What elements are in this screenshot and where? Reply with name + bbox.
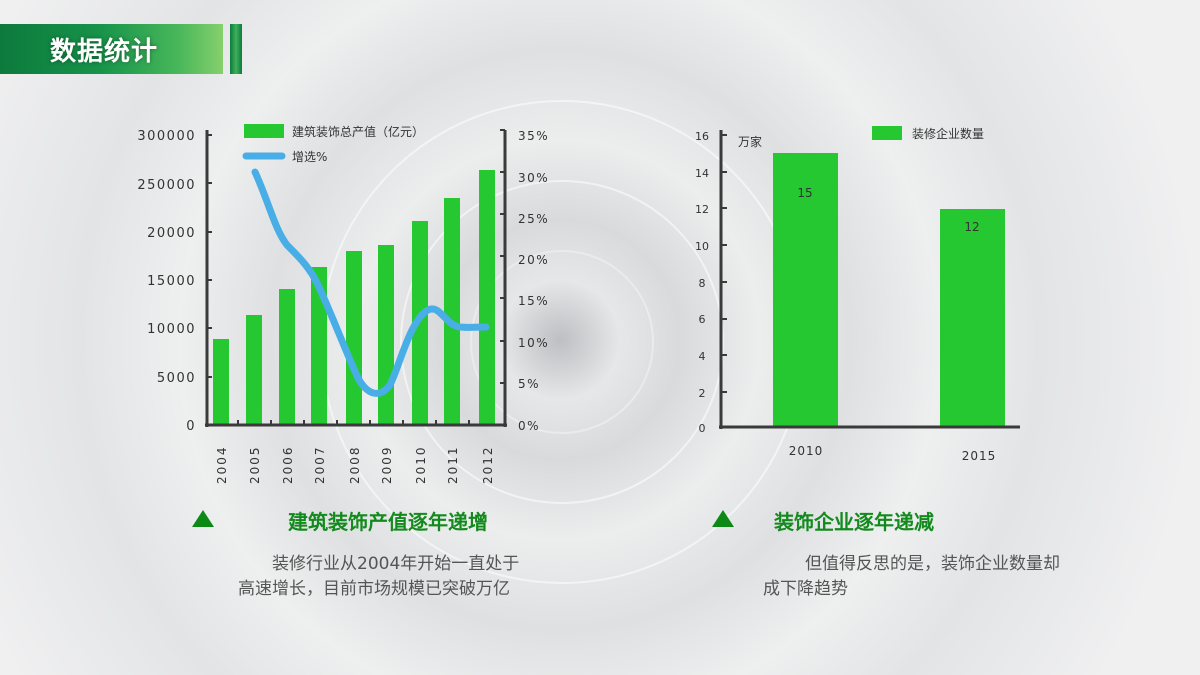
bar-2011	[444, 198, 460, 425]
right-heading: 装饰企业逐年递减	[774, 510, 934, 534]
x-tick-2006: 2006	[281, 445, 295, 484]
growth-line	[251, 168, 490, 397]
y-tick-6: 6	[699, 313, 706, 326]
y-tick-14: 14	[695, 167, 709, 180]
x-tick-2010: 2010	[789, 444, 824, 458]
x-tick-2009: 2009	[380, 445, 394, 484]
right-tick-5: 5%	[518, 377, 540, 391]
left-tick-20000: 20000	[147, 226, 196, 241]
left-description-line1: 装修行业从2004年开始一直处于	[272, 554, 520, 574]
x-tick-2011: 2011	[446, 445, 460, 484]
bar-2009	[378, 245, 394, 425]
right-tick-10: 10%	[518, 336, 549, 350]
x-tick-2004: 2004	[215, 445, 229, 484]
x-tick-2005: 2005	[248, 445, 262, 484]
y-tick-2: 2	[699, 387, 706, 400]
triangle-bullet-icon	[712, 510, 734, 527]
bar-2012	[479, 170, 495, 425]
left-description-line2: 高速增长，目前市场规模已突破万亿	[238, 579, 510, 599]
right-description-line2: 成下降趋势	[763, 579, 848, 599]
right-tick-0: 0%	[518, 419, 540, 433]
bar-2007	[311, 267, 327, 425]
y-tick-16: 16	[695, 130, 709, 143]
chart-production-value: 建筑装饰总产值（亿元） 增选%	[137, 124, 549, 484]
right-tick-20: 20%	[518, 253, 549, 267]
x-tick-2008: 2008	[348, 445, 362, 484]
bar-series	[213, 170, 495, 425]
y-tick-12: 12	[695, 203, 709, 216]
bar-value-2010: 15	[797, 186, 812, 200]
unit-label: 万家	[738, 134, 762, 149]
right-tick-30: 30%	[518, 171, 549, 185]
left-tick-15000: 15000	[147, 274, 196, 289]
left-tick-5000: 5000	[157, 371, 196, 386]
right-tick-15: 15%	[518, 294, 549, 308]
legend-line-label: 增选%	[292, 150, 327, 164]
right-tick-35: 35%	[518, 129, 549, 143]
bar-2008	[346, 251, 362, 425]
bar-value-2015: 12	[964, 220, 979, 234]
x-tick-2010: 2010	[414, 445, 428, 484]
page-title: 数据统计	[50, 37, 159, 67]
bar-2015	[940, 209, 1005, 427]
title-banner: 数据统计	[0, 24, 223, 74]
bar-2010	[773, 153, 838, 427]
left-tick-10000: 10000	[147, 322, 196, 337]
x-tick-2015: 2015	[962, 449, 997, 463]
right-description: 但值得反思的是，装饰企业数量却 成下降趋势	[763, 552, 1123, 602]
left-heading: 建筑装饰产值逐年递增	[288, 510, 488, 534]
x-tick-2007: 2007	[313, 445, 327, 484]
legend-bar-swatch	[244, 124, 284, 138]
y-tick-0: 0	[699, 422, 706, 435]
triangle-bullet-icon	[192, 510, 214, 527]
y-tick-10: 10	[695, 240, 709, 253]
left-description: 装修行业从2004年开始一直处于 高速增长，目前市场规模已突破万亿	[238, 552, 568, 602]
x-tick-2012: 2012	[481, 445, 495, 484]
right-description-line1: 但值得反思的是，装饰企业数量却	[805, 554, 1060, 574]
bar-2005	[246, 315, 262, 425]
title-accent-bar	[230, 24, 242, 74]
left-tick-250000: 250000	[137, 178, 196, 193]
y-tick-8: 8	[699, 277, 706, 290]
legend-bar-label: 建筑装饰总产值（亿元）	[292, 124, 424, 139]
left-tick-0: 0	[186, 419, 196, 434]
y-tick-4: 4	[699, 350, 706, 363]
legend-label: 装修企业数量	[912, 126, 984, 141]
bar-2006	[279, 289, 295, 425]
bar-2004	[213, 339, 229, 425]
right-tick-25: 25%	[518, 212, 549, 226]
legend-swatch	[872, 126, 902, 140]
left-tick-300000: 300000	[137, 129, 196, 144]
chart-enterprise-count: 装修企业数量 万家 15 12 0 2 4 6 8 10 12 14 16 20…	[695, 126, 1020, 463]
